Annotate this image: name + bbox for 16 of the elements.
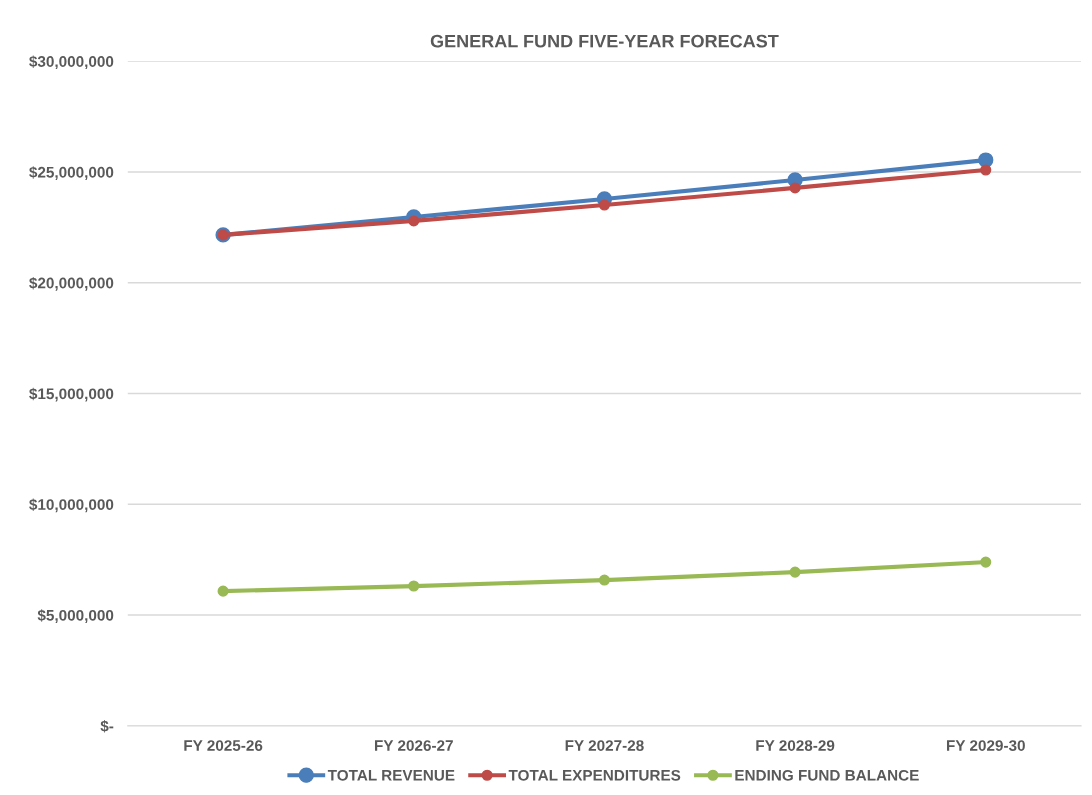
legend-label: TOTAL REVENUE [327, 769, 455, 781]
y-tick-label: $30,000,000 [29, 55, 114, 70]
x-tick-label: FY 2028-29 [756, 740, 835, 751]
y-tick-label: $- [100, 720, 114, 733]
x-tick-label: FY 2025-26 [184, 740, 263, 751]
legend-label: ENDING FUND BALANCE [735, 769, 919, 781]
y-tick-label: $25,000,000 [29, 166, 114, 180]
y-tick-label: $15,000,000 [29, 387, 114, 402]
chart-title: GENERAL FUND FIVE-YEAR FORECAST [430, 34, 779, 48]
x-tick-label: FY 2027-28 [565, 740, 644, 751]
y-tick-label: $5,000,000 [37, 609, 114, 623]
legend-label: TOTAL EXPENDITURES [508, 769, 681, 781]
x-tick-label: FY 2026-27 [375, 740, 453, 751]
x-tick-label: FY 2029-30 [946, 740, 1025, 751]
y-tick-label: $10,000,000 [29, 498, 114, 513]
y-tick-label: $20,000,000 [29, 276, 114, 291]
